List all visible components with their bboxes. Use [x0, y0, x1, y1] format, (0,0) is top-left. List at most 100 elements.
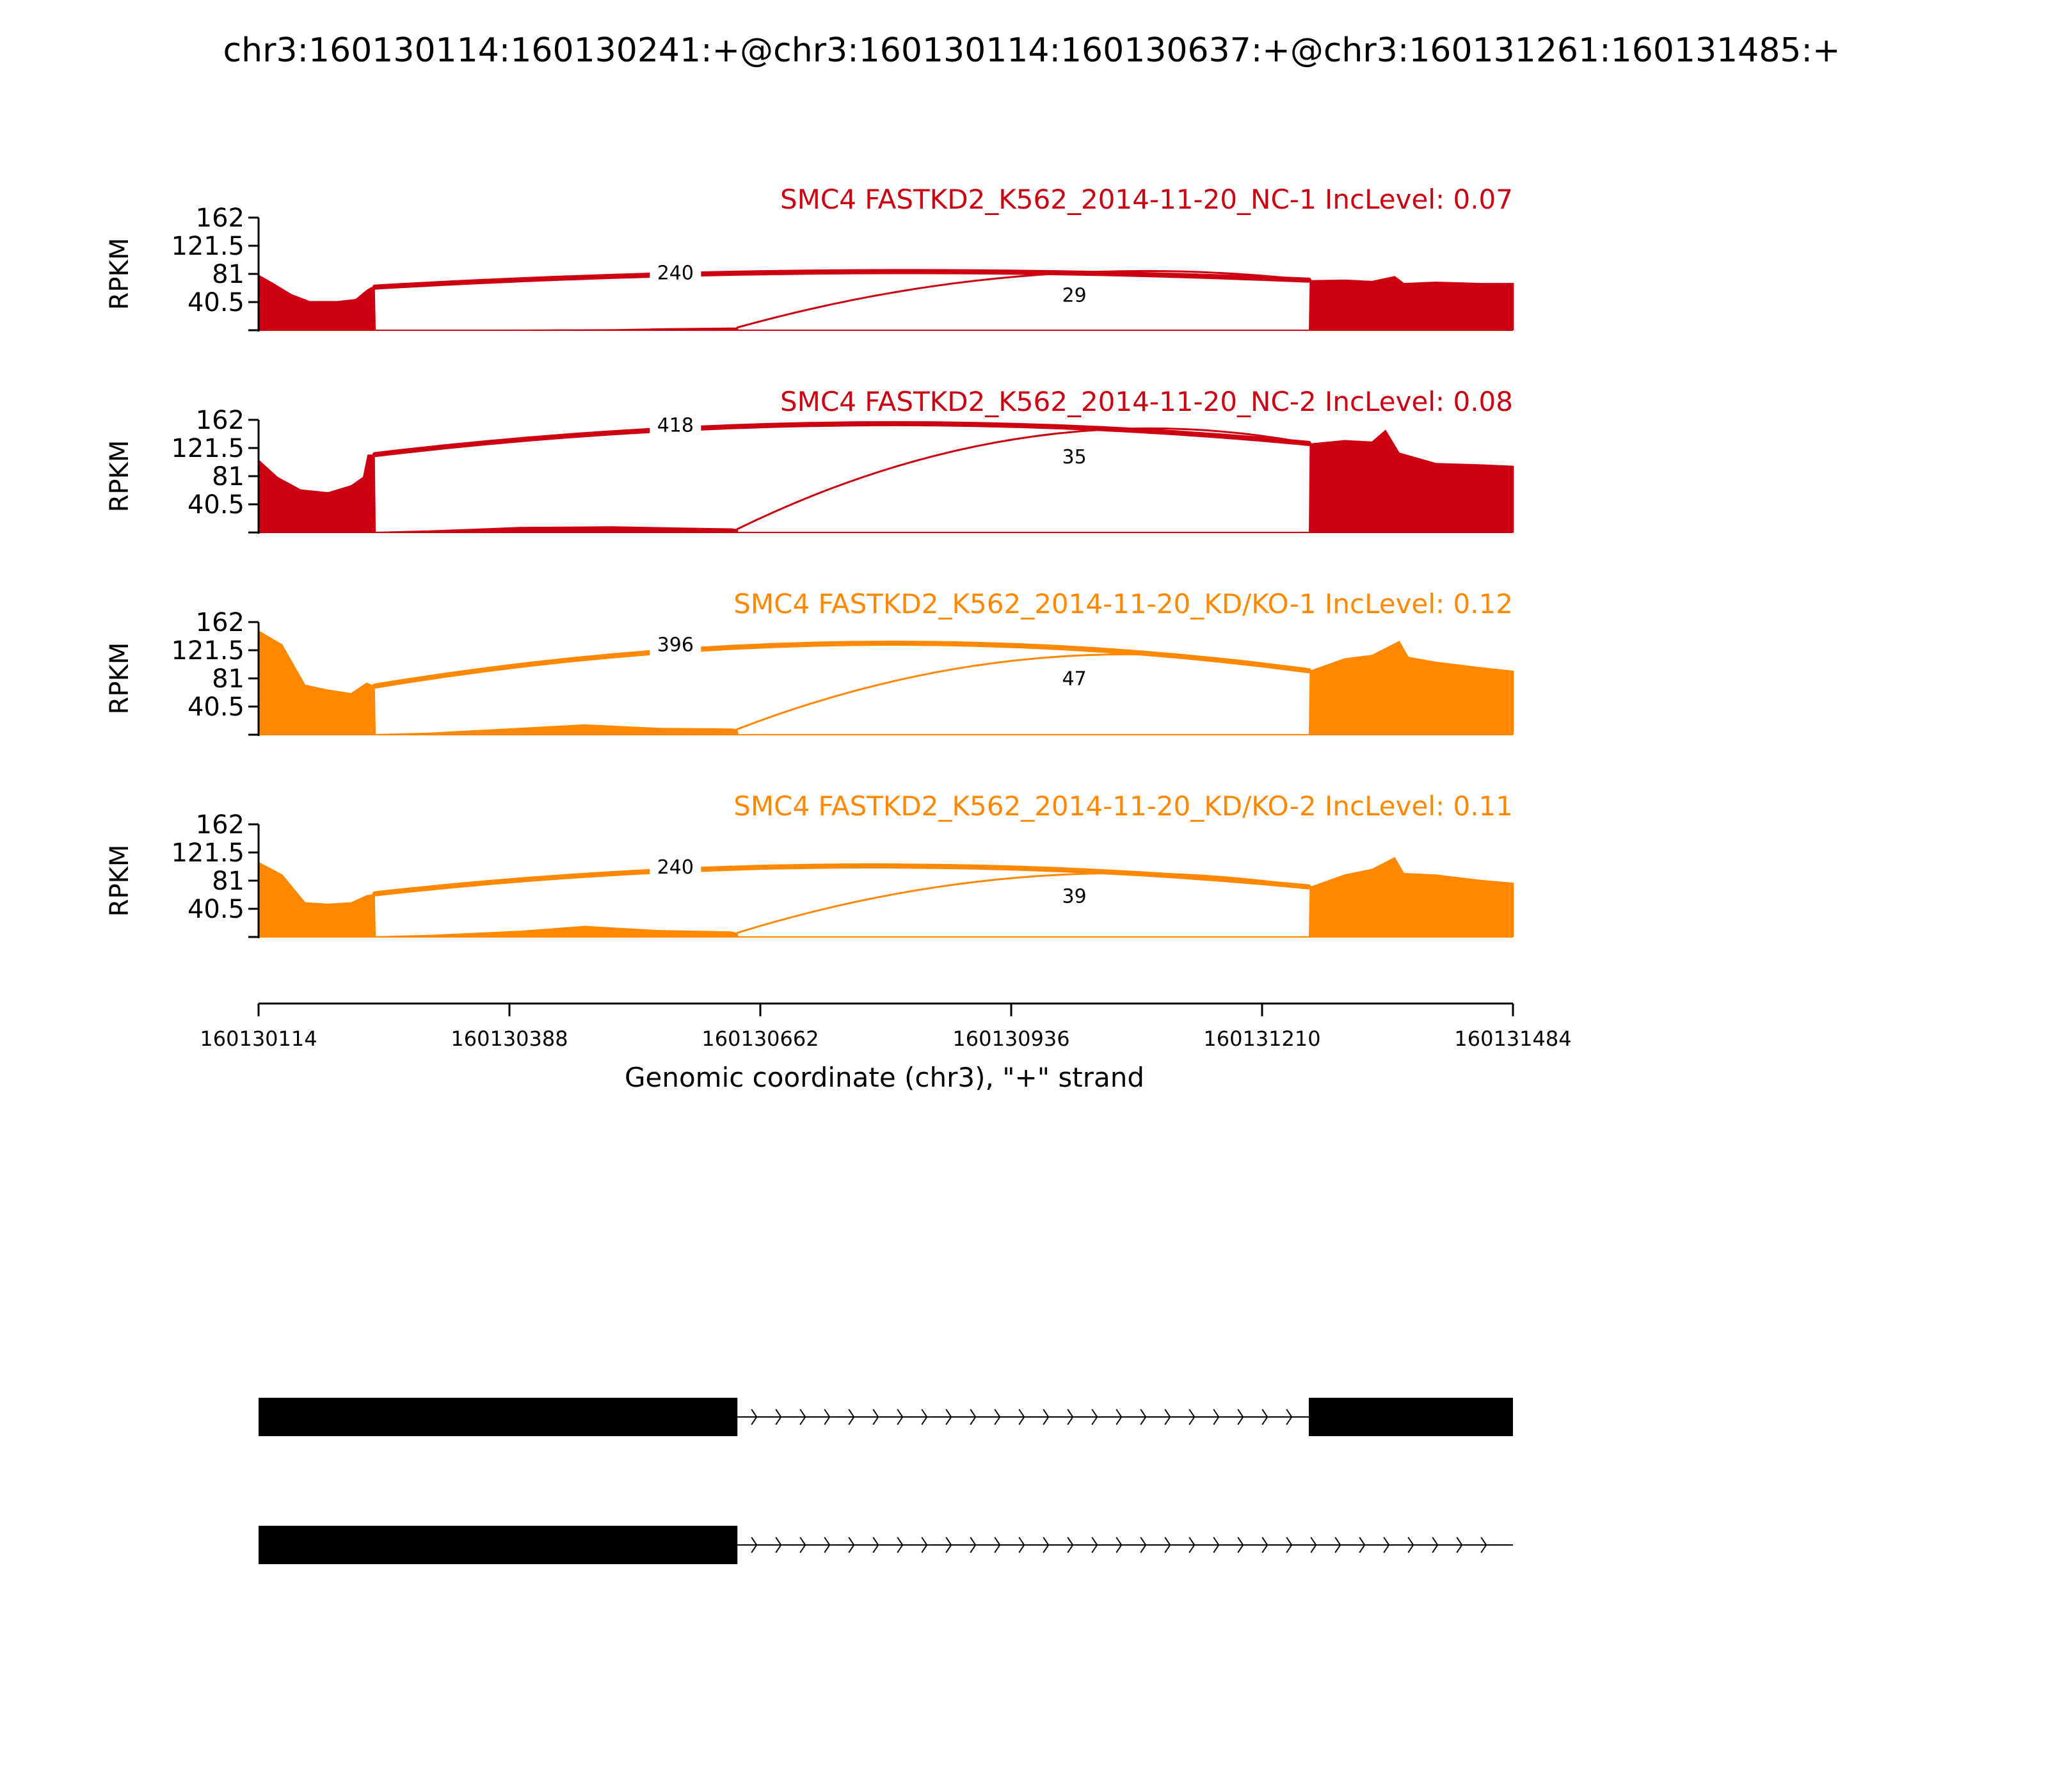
junction-arc	[736, 653, 1310, 730]
junction-arc	[736, 427, 1310, 531]
junction-label-box	[1048, 444, 1100, 469]
x-axis-label: Genomic coordinate (chr3), "+" strand	[625, 1062, 1144, 1093]
sample-title: SMC4 FASTKD2_K562_2014-11-20_KD/KO-2 Inc…	[733, 790, 1513, 822]
strand-chevron	[848, 1409, 855, 1425]
junction-arc	[736, 872, 1310, 934]
strand-chevron	[1140, 1537, 1147, 1553]
x-tick-label: 160130936	[952, 1027, 1069, 1051]
junction-label-box	[650, 260, 701, 285]
strand-chevron	[1091, 1537, 1098, 1553]
x-tick-label: 160130388	[451, 1027, 568, 1051]
y-tick-label: 81	[212, 664, 244, 694]
strand-chevron	[1456, 1537, 1463, 1553]
strand-chevron	[751, 1537, 758, 1553]
strand-chevron	[897, 1537, 904, 1553]
strand-chevron	[848, 1537, 855, 1553]
y-axis-label: RPKM	[105, 440, 134, 513]
y-tick-label: 162	[196, 810, 244, 840]
sample-title: SMC4 FASTKD2_K562_2014-11-20_KD/KO-1 Inc…	[733, 588, 1513, 620]
strand-chevron	[970, 1537, 977, 1553]
junction-label-box	[650, 854, 701, 879]
strand-chevron	[1261, 1409, 1268, 1425]
y-tick-label: 40.5	[188, 692, 244, 722]
junction-label-box	[1048, 282, 1100, 307]
strand-chevron	[1188, 1409, 1196, 1425]
junction-count-label: 39	[1062, 886, 1087, 908]
junction-arc	[372, 863, 1311, 897]
junction-count-label: 240	[657, 856, 694, 879]
strand-chevron	[1480, 1537, 1487, 1553]
strand-chevron	[751, 1409, 758, 1425]
y-axis-label: RPKM	[105, 238, 134, 310]
strand-chevron	[994, 1409, 1001, 1425]
strand-chevron	[994, 1537, 1001, 1553]
strand-chevron	[1091, 1409, 1098, 1425]
y-tick-label: 40.5	[188, 895, 244, 924]
strand-chevron	[1043, 1537, 1050, 1553]
x-tick-label: 160131484	[1454, 1027, 1571, 1051]
strand-chevron	[945, 1537, 952, 1553]
y-tick-label: 40.5	[188, 288, 244, 317]
figure-title: chr3:160130114:160130241:+@chr3:16013011…	[223, 31, 1841, 70]
exon-block	[259, 1526, 738, 1564]
strand-chevron	[799, 1409, 806, 1425]
junction-count-label: 240	[657, 262, 694, 285]
y-tick-label: 121.5	[171, 232, 244, 261]
x-tick-label: 160131210	[1203, 1027, 1320, 1051]
exon-block	[1308, 1398, 1513, 1436]
junction-label-box	[650, 412, 701, 437]
strand-chevron	[1359, 1537, 1366, 1553]
junction-label-box	[650, 632, 701, 657]
strand-chevron	[824, 1537, 831, 1553]
strand-chevron	[1164, 1409, 1171, 1425]
junction-count-label: 418	[657, 415, 694, 437]
isoform-2	[259, 1526, 1513, 1564]
x-tick-label: 160130662	[701, 1027, 819, 1051]
strand-chevron	[872, 1409, 879, 1425]
sample-title: SMC4 FASTKD2_K562_2014-11-20_NC-1 IncLev…	[780, 184, 1513, 215]
coverage-area	[259, 429, 1514, 532]
isoform-structures	[259, 1398, 1513, 1564]
junction-count-label: 29	[1062, 284, 1087, 307]
strand-chevron	[1237, 1409, 1244, 1425]
strand-chevron	[1334, 1537, 1341, 1553]
y-tick-label: 162	[196, 204, 244, 233]
y-tick-label: 81	[212, 867, 244, 896]
y-tick-label: 162	[196, 406, 244, 435]
y-axis-label: RPKM	[105, 845, 134, 917]
strand-chevron	[1383, 1537, 1390, 1553]
x-tick-label: 160130114	[200, 1027, 317, 1051]
y-tick-label: 40.5	[188, 490, 244, 520]
junction-count-label: 396	[657, 634, 694, 657]
coverage-area	[259, 857, 1514, 937]
coverage-area	[259, 630, 1514, 735]
strand-chevron	[1310, 1537, 1317, 1553]
strand-chevron	[1213, 1537, 1220, 1553]
y-tick-label: 162	[196, 608, 244, 637]
strand-chevron	[1188, 1537, 1196, 1553]
exon-block	[259, 1398, 738, 1436]
y-tick-label: 121.5	[171, 636, 244, 666]
strand-chevron	[1432, 1537, 1439, 1553]
strand-chevron	[775, 1409, 782, 1425]
junction-count-label: 47	[1062, 668, 1087, 691]
strand-chevron	[1213, 1409, 1220, 1425]
strand-chevron	[1286, 1409, 1293, 1425]
y-tick-label: 121.5	[171, 838, 244, 868]
strand-chevron	[1067, 1537, 1074, 1553]
junction-arc	[372, 421, 1311, 458]
sample-title: SMC4 FASTKD2_K562_2014-11-20_NC-2 IncLev…	[780, 386, 1513, 417]
y-tick-label: 81	[212, 260, 244, 289]
y-tick-label: 121.5	[171, 434, 244, 463]
junction-label-box	[1048, 883, 1100, 908]
isoform-1	[259, 1398, 1513, 1436]
y-axis-label: RPKM	[105, 643, 134, 715]
strand-chevron	[775, 1537, 782, 1553]
strand-chevron	[970, 1409, 977, 1425]
y-tick-label: 81	[212, 462, 244, 492]
